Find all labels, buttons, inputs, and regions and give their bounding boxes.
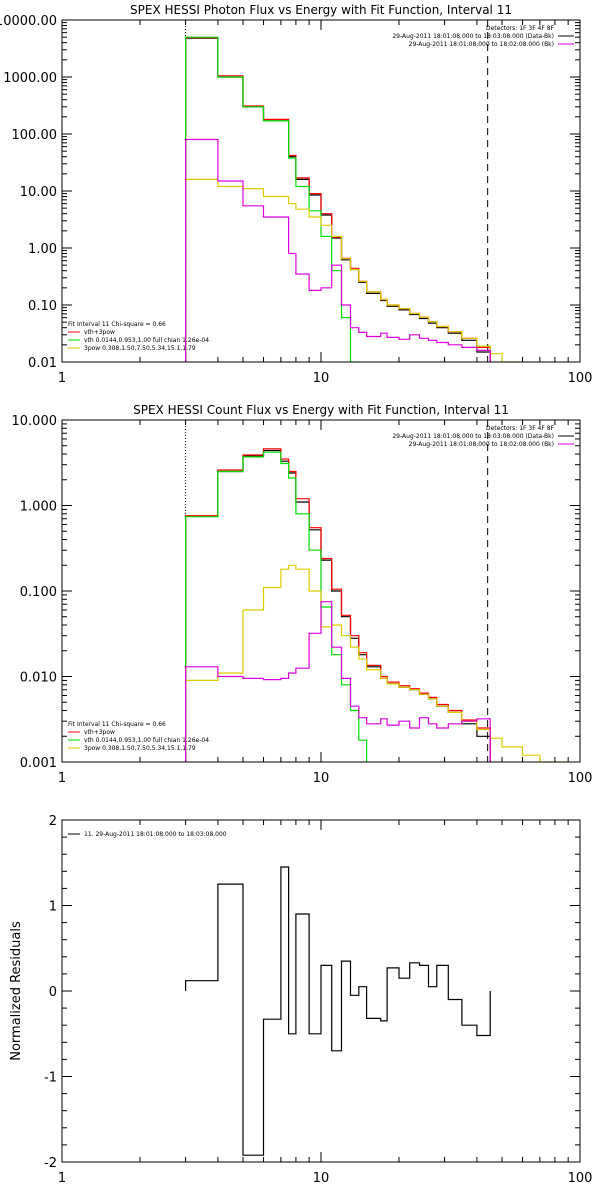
y-tick-label: 1000.00 xyxy=(3,71,57,86)
plot-frame xyxy=(61,419,581,763)
legend-right-text: 29-Aug-2011 18:01:08.000 to 18:02:08.000… xyxy=(409,441,554,448)
series-line-1 xyxy=(185,37,491,362)
x-ticks xyxy=(61,420,569,762)
y-tick-label: 1.00 xyxy=(28,242,57,257)
plot-area xyxy=(185,420,569,762)
x-tick-label: 10 xyxy=(313,371,330,386)
y-tick-label: 0.01 xyxy=(28,356,57,371)
x-tick-label: 100 xyxy=(568,1171,593,1186)
y-tick-label: 10.000 xyxy=(12,414,58,429)
legend-right-text: Detectors: 1F 3F 4F 8F xyxy=(486,25,555,32)
x-tick-label: 1 xyxy=(58,1171,66,1186)
y-tick-label: -2 xyxy=(44,1156,57,1171)
x-tick-label: 1 xyxy=(58,371,66,386)
legend-left-text: 3pow 0.308,1.50,7.50,5.34,15.1,1.79 xyxy=(84,745,196,752)
series-line-2 xyxy=(185,451,368,762)
x-tick-label: 100 xyxy=(568,371,593,386)
y-ticks xyxy=(62,423,580,763)
series-line-3 xyxy=(185,178,524,362)
x-tick-label: 10 xyxy=(313,1171,330,1186)
y-tick-label: 10000.00 xyxy=(0,14,57,29)
y-ticks xyxy=(62,819,580,1163)
legend-left-text: vth+3pow xyxy=(84,329,115,336)
chart-panel-3: 1 10 100 -2 -1 0 1 2 Normalized Residuals 11. 29-… xyxy=(9,814,592,1186)
chart-title: SPEX HESSI Count Flux vs Energy with Fit… xyxy=(133,403,509,417)
x-ticks xyxy=(61,20,569,362)
y-tick-label: 10.00 xyxy=(20,185,57,200)
series-line-0 xyxy=(185,449,491,762)
legend-left-text: 11. 29-Aug-2011 18:01:08.000 to 18:03:08… xyxy=(84,831,227,838)
chart-panel-1: SPEX HESSI Photon Flux vs Energy with Fi… xyxy=(0,3,592,386)
x-ticks xyxy=(61,820,569,1162)
legend-left-text: vth 0.0144,0.953,1.00 full chian 1.26e-0… xyxy=(84,337,209,344)
legend-left-text: vth+3pow xyxy=(84,729,115,736)
series-line-1 xyxy=(185,448,491,762)
legend-left-text: Fit Interval 11 Chi-square = 0.66 xyxy=(68,721,166,728)
chart-panel-2: SPEX HESSI Count Flux vs Energy with Fit… xyxy=(12,403,593,786)
x-tick-label: 10 xyxy=(313,771,330,786)
y-tick-label: 0 xyxy=(49,985,57,1000)
y-tick-label: 2 xyxy=(49,814,57,829)
series-line-0 xyxy=(185,37,491,362)
series-line-3 xyxy=(185,564,569,762)
y-tick-label: 0.001 xyxy=(20,756,57,771)
x-tick-label: 100 xyxy=(568,771,593,786)
legend-left-text: 3pow 0.308,1.50,7.50,5.34,15.1,1.79 xyxy=(84,345,196,352)
y-tick-label: 1 xyxy=(49,900,57,915)
y-tick-label: 1.000 xyxy=(20,500,57,515)
plot-frame xyxy=(61,819,581,1163)
series-line-2 xyxy=(185,36,360,362)
y-axis-label: Normalized Residuals xyxy=(9,921,24,1061)
chart-title: SPEX HESSI Photon Flux vs Energy with Fi… xyxy=(130,3,512,17)
y-tick-label: -1 xyxy=(44,1071,57,1086)
series-line-4 xyxy=(185,138,491,362)
y-tick-label: 0.100 xyxy=(20,585,57,600)
legend-right-text: 29-Aug-2011 18:01:08.000 to 18:03:08.000… xyxy=(392,433,554,440)
y-tick-label: 0.010 xyxy=(20,671,57,686)
legend-left-text: vth 0.0144,0.953,1.00 full chian 1.26e-0… xyxy=(84,737,209,744)
plot-frame xyxy=(61,19,581,363)
x-tick-label: 1 xyxy=(58,771,66,786)
y-tick-label: 0.10 xyxy=(28,299,57,314)
series-line-0 xyxy=(185,866,491,1156)
series-line-4 xyxy=(185,601,491,762)
legend-left-text: Fit Interval 11 Chi-square = 0.66 xyxy=(68,321,166,328)
plot-area xyxy=(185,20,524,362)
legend-right-text: Detectors: 1F 3F 4F 8F xyxy=(486,425,555,432)
plot-area xyxy=(185,866,491,1156)
y-ticks xyxy=(62,22,580,363)
legend-right-text: 29-Aug-2011 18:01:08.000 to 18:02:08.000… xyxy=(409,41,554,48)
y-tick-label: 100.00 xyxy=(12,128,58,143)
legend-right-text: 29-Aug-2011 18:01:08.000 to 18:03:08.000… xyxy=(392,33,554,40)
